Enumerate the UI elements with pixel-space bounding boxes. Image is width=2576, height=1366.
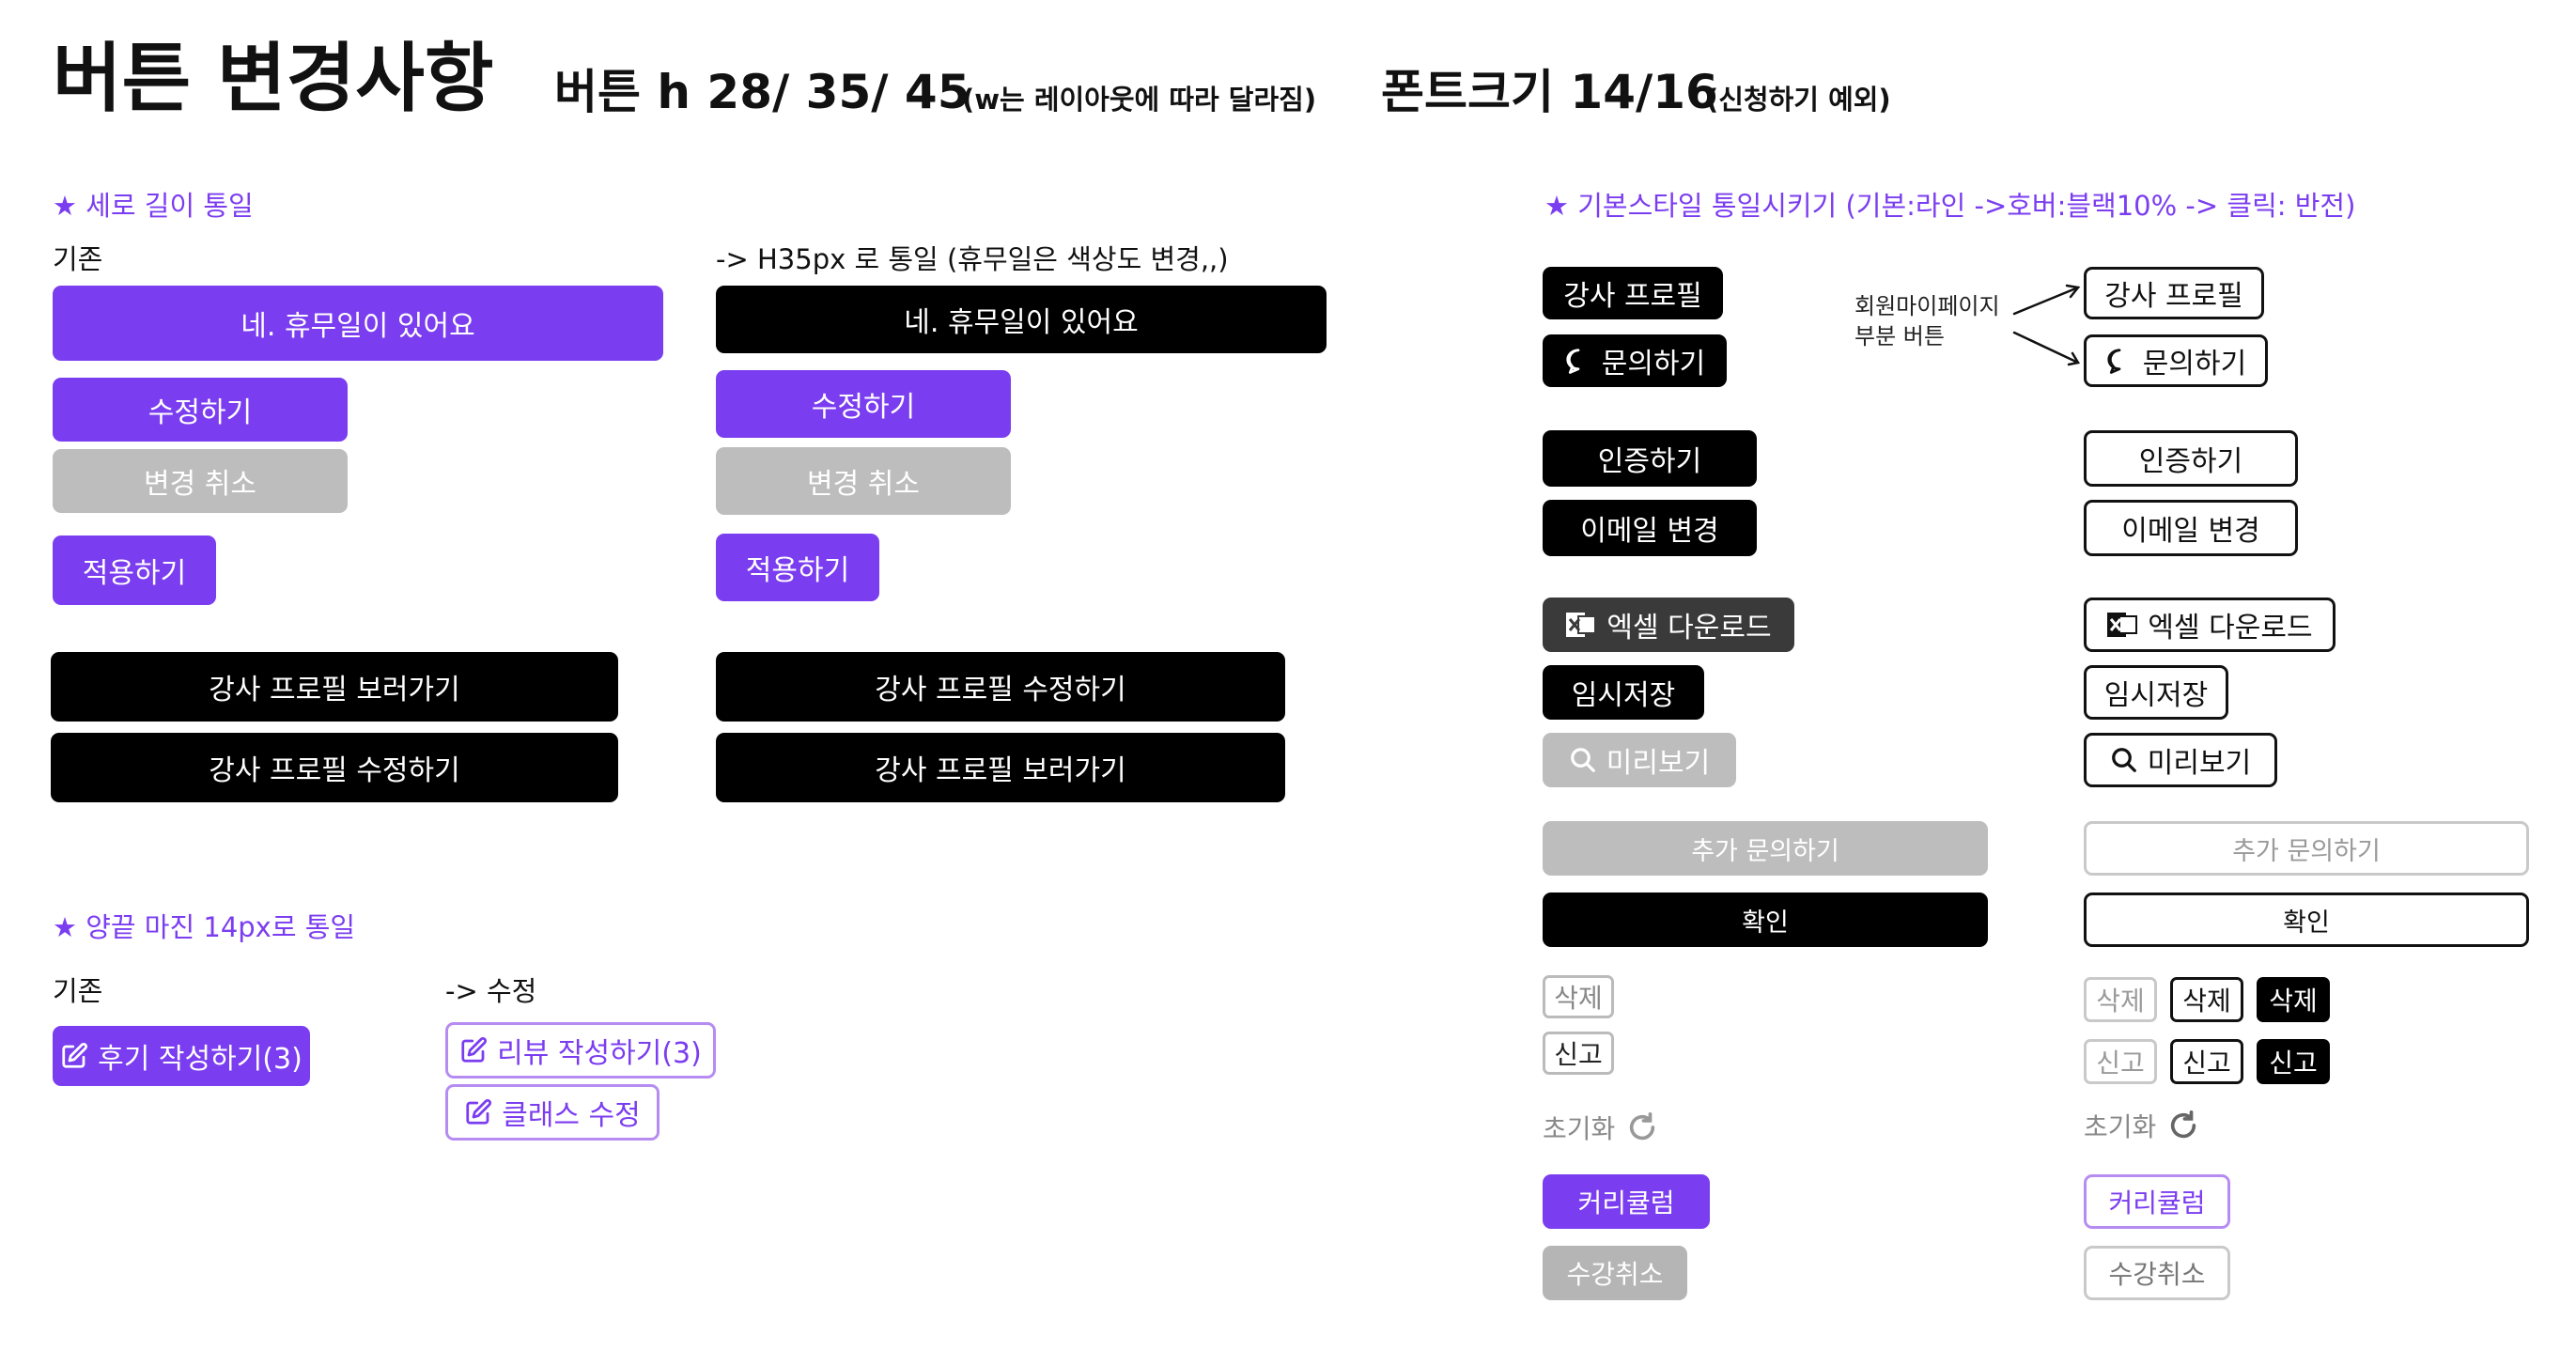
chat-bubble-icon [1566,349,1580,374]
button-height-spec: 버튼 h 28/ 35/ 45 [554,65,970,119]
after-label: -> H35px 로 통일 (휴무일은 색상도 변경,,) [716,243,1229,275]
member-page-note-line1: 회원마이페이지 [1854,293,2000,319]
preview-label: 미리보기 [2147,747,2252,780]
confirm-button-line[interactable]: 확인 [2084,893,2529,947]
cancel-course-button-line[interactable]: 수강취소 [2084,1246,2230,1300]
apply-button-after[interactable]: 적용하기 [716,534,879,601]
search-icon [2111,748,2136,772]
excel-download-label: 엑셀 다운로드 [1606,612,1772,644]
inquiry-label: 문의하기 [1601,348,1706,380]
email-change-button-line[interactable]: 이메일 변경 [2084,500,2298,556]
cancel-change-button-before[interactable]: 변경 취소 [53,449,348,513]
write-review-label: 후기 작성하기(3) [98,1043,303,1076]
section-title-vertical: ★ 세로 길이 통일 [53,190,254,222]
section-title-style: ★ 기본스타일 통일시키기 (기본:라인 ->호버:블랙10% -> 클릭: 반… [1544,190,2356,222]
reset-control-default[interactable]: 초기화 [1543,1109,1658,1146]
inquiry-button-default[interactable]: 문의하기 [1543,334,1727,387]
report-button-line[interactable]: 신고 [2084,1039,2157,1084]
write-review-button-before[interactable]: 후기 작성하기(3) [53,1026,310,1086]
font-size-note: (신청하기 예외) [1706,84,1891,116]
email-change-button-default[interactable]: 이메일 변경 [1543,500,1757,556]
refresh-icon [2171,1110,2196,1139]
holiday-button-before[interactable]: 네. 휴무일이 있어요 [53,286,663,361]
temp-save-button-default[interactable]: 임시저장 [1543,665,1704,720]
edit-button-after[interactable]: 수정하기 [716,370,1011,438]
delete-button-line[interactable]: 삭제 [2084,977,2157,1022]
verify-button-line[interactable]: 인증하기 [2084,430,2298,487]
excel-download-button-default[interactable]: 엑셀 다운로드 [1543,598,1794,652]
cancel-change-button-after[interactable]: 변경 취소 [716,447,1011,515]
preview-button-line[interactable]: 미리보기 [2084,733,2277,787]
excel-download-label: 엑셀 다운로드 [2148,612,2313,644]
excel-icon [1566,613,1597,637]
delete-button-default[interactable]: 삭제 [1543,975,1614,1018]
edit-icon [466,1098,492,1125]
arrow-icon [2012,284,2081,366]
refresh-icon [1630,1111,1655,1141]
write-review-label: 리뷰 작성하기(3) [497,1037,702,1070]
verify-button-default[interactable]: 인증하기 [1543,430,1757,487]
font-size-spec: 폰트크기 14/16 [1381,65,1718,119]
margin-before-label: 기존 [53,975,103,1007]
preview-button-default[interactable]: 미리보기 [1543,733,1736,787]
section-title-margin: ★ 양끝 마진 14px로 통일 [53,911,356,943]
edit-icon [62,1042,88,1068]
edit-profile-button-after[interactable]: 강사 프로필 수정하기 [716,652,1285,722]
button-height-note: (w는 레이아웃에 따라 달라짐) [962,84,1317,116]
delete-button-hover[interactable]: 삭제 [2170,977,2243,1022]
edit-profile-button-before[interactable]: 강사 프로필 수정하기 [51,733,618,802]
report-button-default[interactable]: 신고 [1543,1032,1614,1075]
preview-label: 미리보기 [1606,747,1711,780]
profile-button-line[interactable]: 강사 프로필 [2084,267,2264,319]
curriculum-button-default[interactable]: 커리큘럼 [1543,1174,1710,1229]
margin-after-label: -> 수정 [445,975,537,1007]
holiday-button-after[interactable]: 네. 휴무일이 있어요 [716,286,1327,353]
confirm-button-default[interactable]: 확인 [1543,893,1988,947]
report-button-active[interactable]: 신고 [2257,1039,2330,1084]
profile-button-default[interactable]: 강사 프로필 [1543,267,1723,319]
apply-button-before[interactable]: 적용하기 [53,536,216,605]
edit-button-before[interactable]: 수정하기 [53,378,348,442]
chat-bubble-icon [2107,349,2121,374]
reset-control-line[interactable]: 초기화 [2084,1107,2199,1144]
cancel-course-button-default[interactable]: 수강취소 [1543,1246,1687,1300]
add-inquiry-button-line[interactable]: 추가 문의하기 [2084,821,2529,876]
excel-icon [2107,613,2138,637]
view-profile-button-after[interactable]: 강사 프로필 보러가기 [716,733,1285,802]
inquiry-button-line[interactable]: 문의하기 [2084,334,2268,387]
inquiry-label: 문의하기 [2142,348,2247,380]
class-edit-button-after[interactable]: 클래스 수정 [445,1084,660,1141]
reset-label: 초기화 [2084,1111,2157,1142]
edit-icon [461,1036,488,1063]
before-label: 기존 [53,243,103,275]
curriculum-button-line[interactable]: 커리큘럼 [2084,1174,2230,1229]
member-page-note: 회원마이페이지 부분 버튼 [1854,291,2000,351]
class-edit-label: 클래스 수정 [502,1099,641,1132]
view-profile-button-before[interactable]: 강사 프로필 보러가기 [51,652,618,722]
write-review-button-after[interactable]: 리뷰 작성하기(3) [445,1022,716,1079]
member-page-note-line2: 부분 버튼 [1854,323,1945,349]
report-button-hover[interactable]: 신고 [2170,1039,2243,1084]
excel-download-button-line[interactable]: 엑셀 다운로드 [2084,598,2335,652]
page-title: 버튼 변경사항 [53,35,494,122]
temp-save-button-line[interactable]: 임시저장 [2084,665,2228,720]
add-inquiry-button-default[interactable]: 추가 문의하기 [1543,821,1988,876]
search-icon [1570,748,1595,772]
reset-label: 초기화 [1543,1113,1616,1144]
delete-button-active[interactable]: 삭제 [2257,977,2330,1022]
